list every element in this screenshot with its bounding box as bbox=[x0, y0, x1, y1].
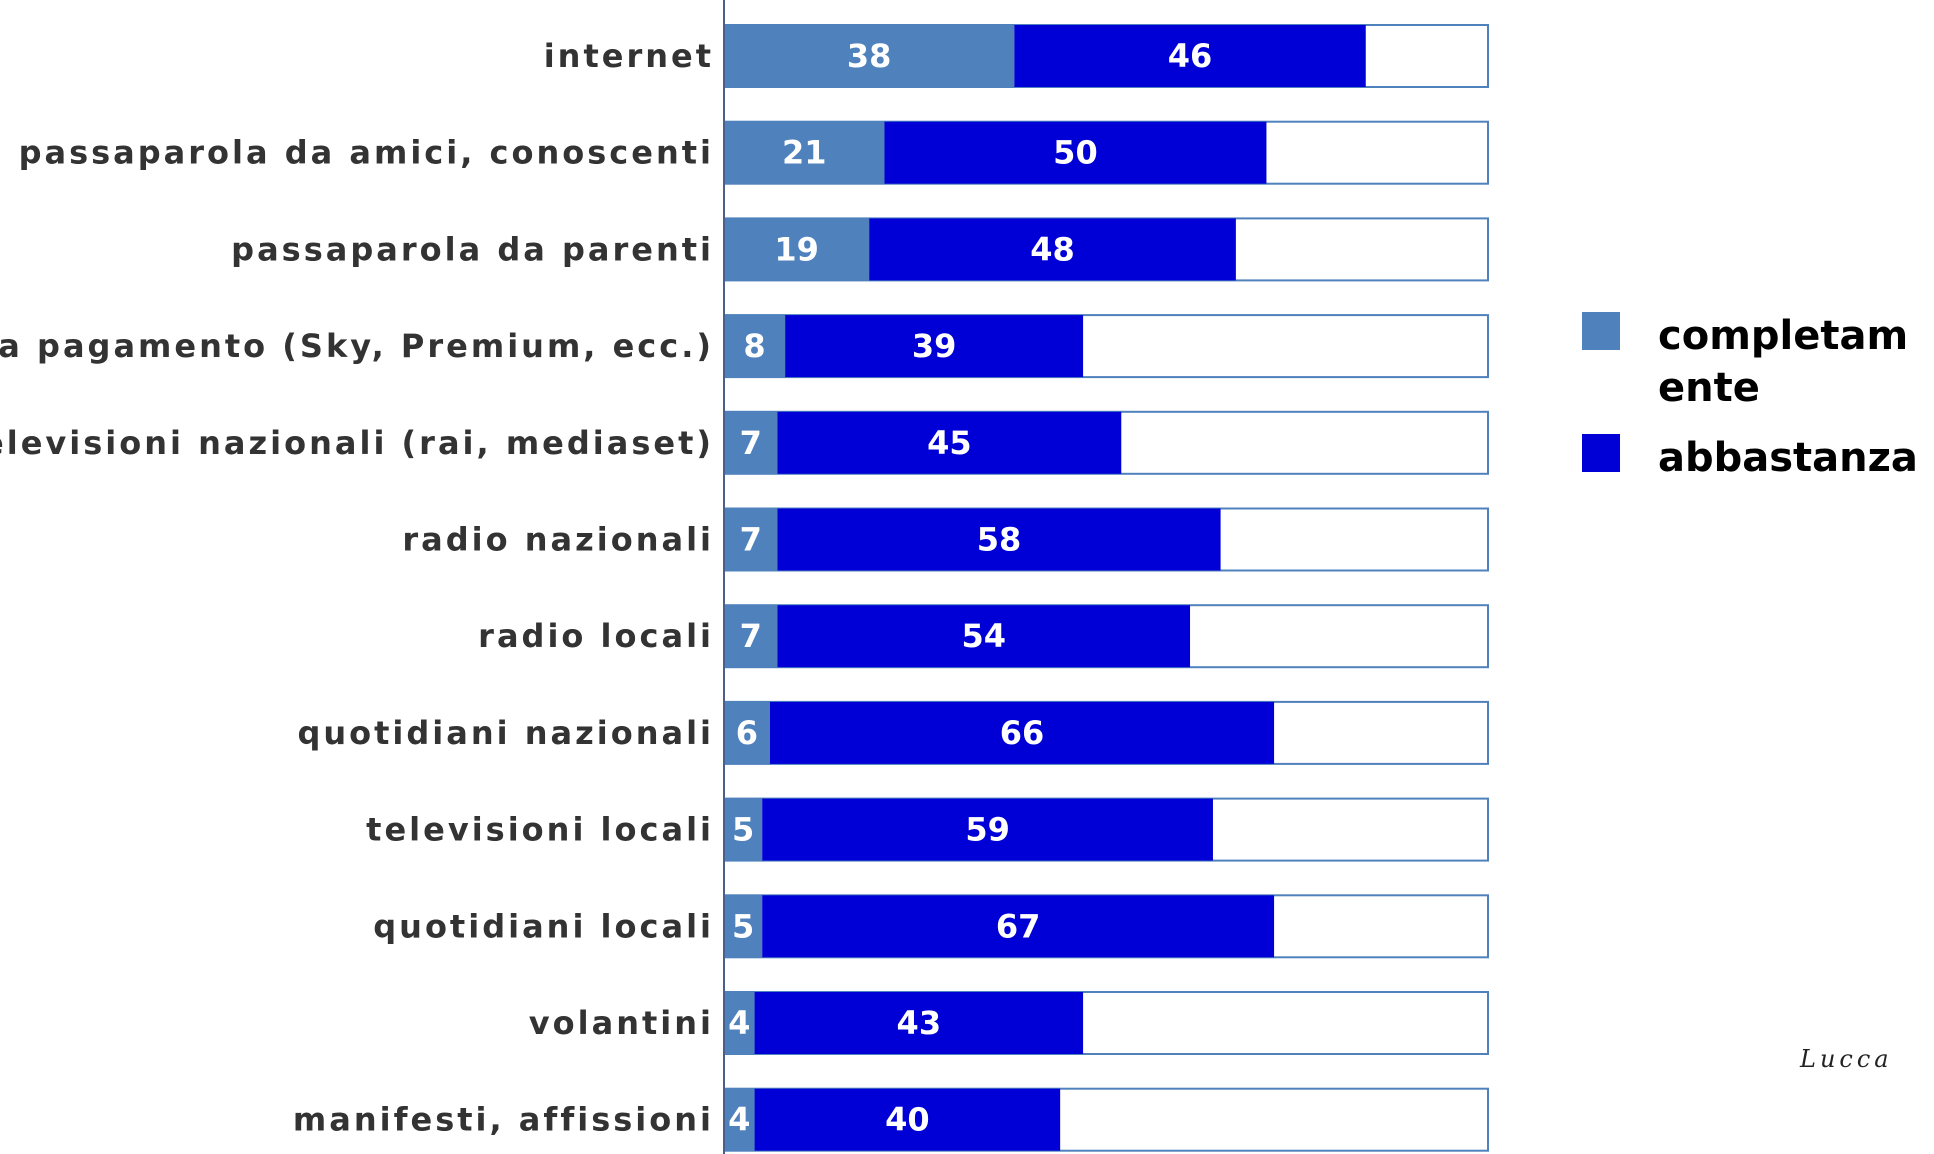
value-label: 45 bbox=[927, 424, 972, 462]
value-label: 19 bbox=[774, 230, 819, 268]
legend-label: completamente bbox=[1658, 310, 1928, 414]
value-label: 7 bbox=[740, 617, 762, 655]
value-label: 7 bbox=[740, 521, 762, 559]
value-label: 8 bbox=[743, 327, 765, 365]
page: {"chart_data": {"type": "stacked-barh", … bbox=[0, 0, 1934, 1154]
category-label: passaparola da amici, conoscenti bbox=[19, 134, 714, 172]
value-label: 54 bbox=[961, 617, 1006, 655]
category-label: radio locali bbox=[478, 617, 714, 655]
legend-entry: completamente bbox=[1580, 310, 1930, 414]
value-label: 46 bbox=[1168, 37, 1213, 75]
legend-entry: abbastanza bbox=[1580, 432, 1930, 484]
category-label: quotidiani locali bbox=[373, 907, 714, 945]
value-label: 21 bbox=[782, 134, 827, 172]
value-label: 43 bbox=[897, 1004, 942, 1042]
value-label: 4 bbox=[728, 1101, 750, 1139]
value-label: 5 bbox=[732, 811, 754, 849]
value-label: 50 bbox=[1053, 134, 1098, 172]
value-label: 66 bbox=[1000, 714, 1045, 752]
legend-swatch bbox=[1582, 434, 1620, 472]
category-label: internet bbox=[544, 37, 714, 75]
category-label: passaparola da parenti bbox=[231, 230, 714, 268]
value-label: 7 bbox=[740, 424, 762, 462]
category-label: televisioni locali bbox=[366, 811, 714, 849]
logo: Lucca bbox=[1800, 1045, 1893, 1073]
value-label: 67 bbox=[996, 907, 1041, 945]
value-label: 5 bbox=[732, 907, 754, 945]
value-label: 38 bbox=[847, 37, 892, 75]
legend-swatch bbox=[1582, 312, 1620, 350]
value-label: 59 bbox=[965, 811, 1010, 849]
category-label: televisioni nazionali a pagamento (Sky, … bbox=[0, 327, 714, 365]
legend-label: abbastanza bbox=[1658, 432, 1928, 484]
legend: completamente abbastanza bbox=[1580, 310, 1930, 502]
value-label: 58 bbox=[977, 521, 1022, 559]
chart: 3846internet2150passaparola da amici, co… bbox=[0, 0, 1934, 1154]
category-label: manifesti, affissioni bbox=[293, 1101, 714, 1139]
value-label: 4 bbox=[728, 1004, 750, 1042]
value-label: 48 bbox=[1030, 230, 1075, 268]
category-label: volantini bbox=[529, 1004, 714, 1042]
value-label: 40 bbox=[885, 1101, 930, 1139]
category-label: televisioni nazionali (rai, mediaset) bbox=[0, 424, 714, 462]
value-label: 39 bbox=[912, 327, 957, 365]
value-label: 6 bbox=[736, 714, 758, 752]
category-label: quotidiani nazionali bbox=[297, 714, 714, 752]
category-label: radio nazionali bbox=[402, 521, 714, 559]
